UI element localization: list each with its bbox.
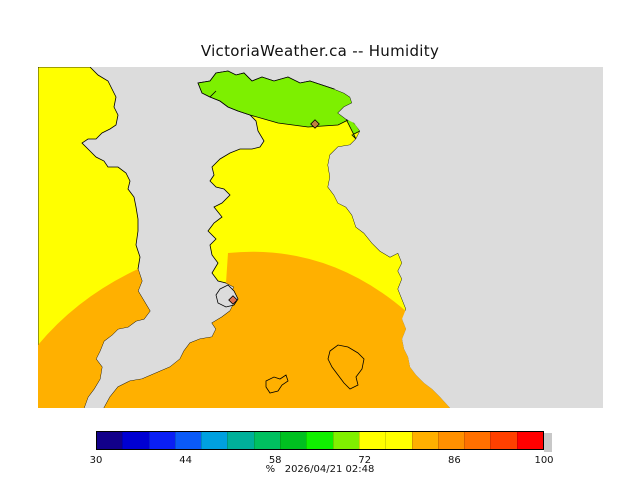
legend-swatch: [306, 432, 333, 449]
legend-swatch: [148, 432, 175, 449]
legend-tick-label: 30: [89, 455, 103, 466]
legend-swatch: [490, 432, 517, 449]
legend-tick-label: 72: [358, 455, 372, 466]
color-legend: [96, 431, 552, 453]
legend-tick-label: 86: [448, 455, 461, 466]
legend-swatch: [437, 432, 465, 449]
legend-swatch: [253, 432, 281, 449]
map-title: VictoriaWeather.ca -- Humidity: [200, 42, 440, 60]
legend-swatch: [174, 432, 202, 449]
legend-footer: % 2026/04/21 02:48: [0, 464, 640, 475]
legend-swatch: [201, 432, 228, 449]
west-orange-zone: [38, 269, 150, 408]
legend-tick-label: 58: [268, 455, 282, 466]
legend-swatch: [280, 432, 307, 449]
legend-tick-label: 100: [534, 455, 554, 466]
legend-swatch: [97, 432, 123, 449]
legend-swatch: [332, 432, 359, 449]
legend-swatch: [385, 432, 412, 449]
island-west: [265, 374, 289, 394]
station-marker-south[interactable]: [228, 295, 238, 305]
legend-tick-label: 44: [179, 455, 192, 466]
humidity-map[interactable]: [38, 67, 603, 408]
island-east: [327, 344, 365, 390]
legend-swatch: [464, 432, 491, 449]
legend-shadow: [544, 433, 552, 452]
legend-swatch: [122, 432, 149, 449]
legend-swatch: [227, 432, 254, 449]
legend-ticks: 30 44 58 72 86 100: [90, 455, 554, 467]
legend-color-bar: [96, 431, 544, 450]
legend-swatch: [516, 432, 544, 449]
east-orange-zone: [104, 251, 450, 408]
station-marker-north[interactable]: [310, 119, 320, 129]
legend-swatch: [358, 432, 386, 449]
legend-timestamp: 2026/04/21 02:48: [284, 464, 375, 475]
legend-unit: %: [265, 464, 276, 475]
east-water: [328, 67, 603, 408]
legend-swatch: [411, 432, 438, 449]
